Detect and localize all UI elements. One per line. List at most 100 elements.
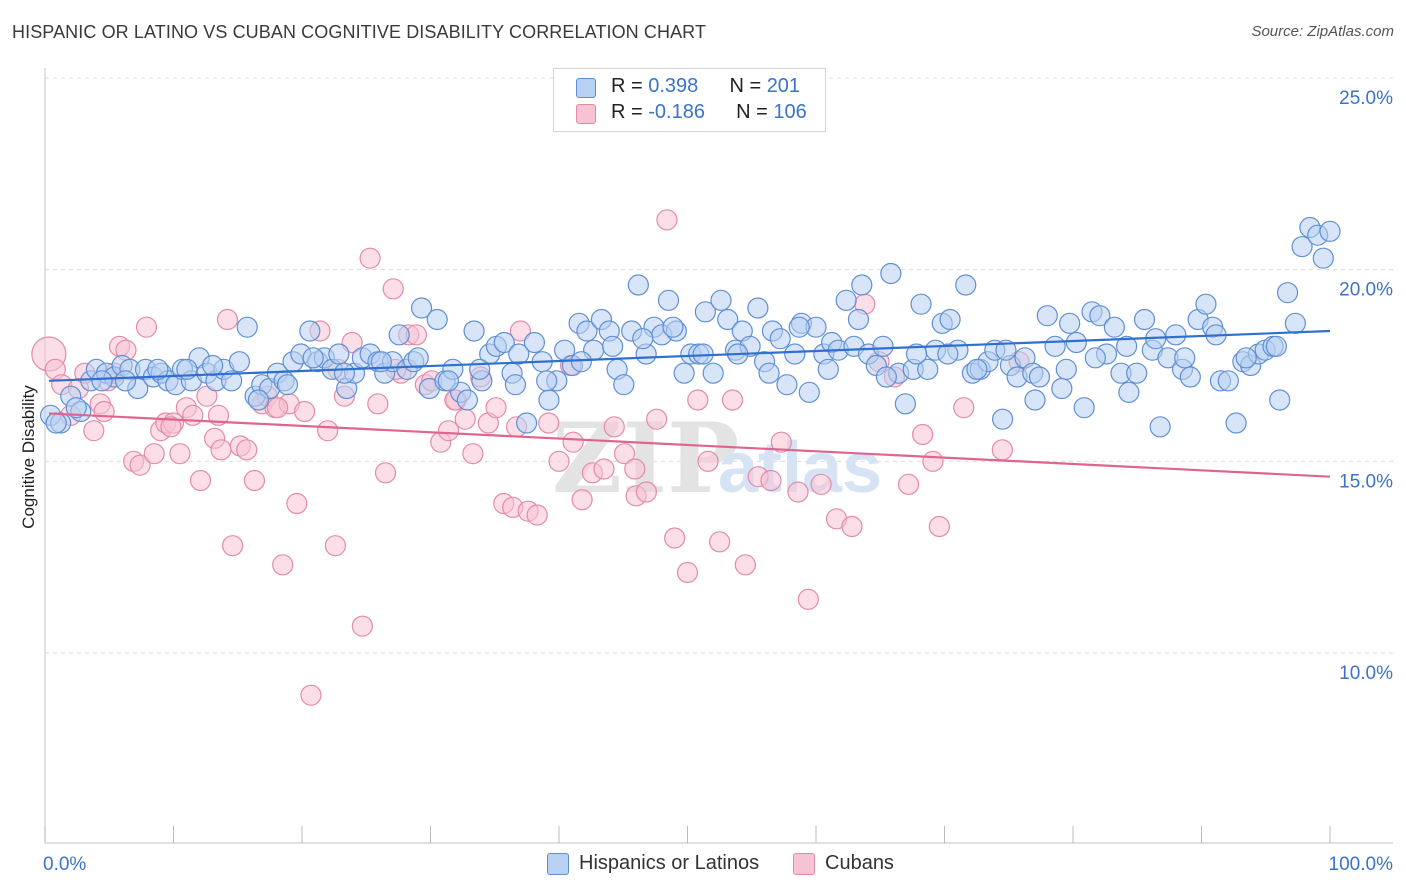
hispanics-point xyxy=(835,289,857,311)
hispanics-point xyxy=(894,393,916,415)
cubans-point xyxy=(624,458,646,480)
hispanics-point xyxy=(504,374,527,396)
hispanics-point xyxy=(1174,347,1196,369)
hispanics-point xyxy=(872,335,894,357)
hispanics-point xyxy=(798,381,820,403)
legend-r-value: -0.186 xyxy=(648,101,705,123)
hispanics-point xyxy=(758,362,780,384)
hispanics-point xyxy=(1103,316,1125,338)
hispanics-point xyxy=(632,328,654,350)
hispanics-point xyxy=(817,358,839,380)
hispanics-point xyxy=(147,358,169,380)
hispanics-point xyxy=(114,370,137,392)
cubans-point xyxy=(571,489,593,511)
cubans-point xyxy=(635,481,657,503)
hispanics-point xyxy=(627,274,649,296)
cubans-point xyxy=(538,412,560,434)
grid-layer xyxy=(45,77,1393,654)
hispanics-point xyxy=(469,358,491,380)
y-tick-label: 25.0% xyxy=(1339,88,1393,109)
cubans-point xyxy=(317,420,339,442)
hispanics-point xyxy=(1116,335,1138,357)
hispanics-point xyxy=(1179,366,1201,388)
cubans-point xyxy=(286,492,308,515)
cubans-point xyxy=(182,404,204,426)
cubans-point xyxy=(953,397,975,419)
cubans-point xyxy=(272,554,294,576)
cubans-point xyxy=(664,527,686,549)
legend-swatch-pink xyxy=(576,104,596,124)
legend-n-label: N = xyxy=(736,101,774,123)
hispanics-point xyxy=(1055,358,1077,380)
cubans-point xyxy=(613,443,636,465)
hispanics-point xyxy=(880,262,902,285)
legend-n-value: 106 xyxy=(773,101,807,123)
cubans-point xyxy=(841,515,863,538)
hispanics-point xyxy=(1133,308,1156,331)
hispanics-point xyxy=(1084,347,1106,369)
cubans-point xyxy=(367,393,389,415)
hispanics-point xyxy=(276,374,299,396)
correlation-legend: R = 0.398 N = 201 R = -0.186 N = 106 xyxy=(553,68,826,132)
cubans-point xyxy=(454,408,476,430)
hispanics-point xyxy=(692,343,714,365)
hispanics-point xyxy=(784,343,806,365)
hispanics-point xyxy=(1051,377,1073,400)
y-tick-label: 20.0% xyxy=(1339,280,1393,301)
hispanics-point xyxy=(717,308,739,331)
hispanics-point xyxy=(1269,389,1291,411)
hispanics-point xyxy=(788,316,810,338)
cubans-point xyxy=(991,439,1013,461)
legend-swatch-blue xyxy=(547,853,569,875)
legend-n-value: 201 xyxy=(766,75,801,97)
cubans-point xyxy=(656,209,678,231)
cubans-point xyxy=(207,404,230,426)
cubans-point xyxy=(485,397,507,419)
x-tick-label-min: 0.0% xyxy=(43,854,86,875)
hispanics-point xyxy=(847,308,870,331)
axis-layer xyxy=(44,68,1393,844)
hispanics-point xyxy=(221,370,243,392)
tick-labels: 10.0% 15.0% 20.0% 25.0% 0.0% 100.0% xyxy=(43,88,1393,875)
cubans-point xyxy=(359,247,381,269)
hispanics-point xyxy=(538,389,560,411)
cubans-point xyxy=(687,389,709,411)
hispanics-point xyxy=(910,293,932,315)
hispanics-point xyxy=(851,274,873,296)
hispanics-point xyxy=(992,408,1014,430)
cubans-point xyxy=(210,439,232,461)
cubans-point xyxy=(169,443,191,465)
hispanics-point xyxy=(407,347,429,369)
cubans-point xyxy=(770,431,792,453)
hispanics-point xyxy=(410,297,433,319)
cubans-point xyxy=(324,535,347,557)
cubans-point xyxy=(922,450,944,472)
cubans-point xyxy=(243,469,266,492)
hispanics-point xyxy=(302,347,324,369)
legend-swatch-pink xyxy=(793,853,815,875)
hispanics-point xyxy=(875,366,897,388)
hispanics-point xyxy=(515,412,538,434)
cubans-point xyxy=(143,443,165,465)
hispanics-point xyxy=(694,301,716,323)
cubans-point xyxy=(293,400,316,423)
cubans-point xyxy=(160,416,182,438)
hispanics-point xyxy=(662,316,684,338)
cubans-point xyxy=(646,408,668,430)
hispanics-point xyxy=(769,328,791,350)
hispanics-point xyxy=(1065,331,1087,354)
cubans-point xyxy=(797,588,819,610)
cubans-point xyxy=(300,684,322,706)
hispanics-point xyxy=(966,358,988,380)
x-tick-label-max: 100.0% xyxy=(1329,854,1394,875)
y-axis-label: Cognitive Disability xyxy=(19,385,38,529)
hispanics-point xyxy=(299,320,321,342)
y-tick-label: 15.0% xyxy=(1339,471,1393,492)
hispanics-point xyxy=(328,343,350,365)
hispanics-point xyxy=(1217,370,1239,392)
hispanics-point xyxy=(939,308,961,331)
hispanics-point xyxy=(1118,381,1140,403)
cubans-point xyxy=(603,416,625,438)
y-tick-label: 10.0% xyxy=(1339,663,1393,684)
